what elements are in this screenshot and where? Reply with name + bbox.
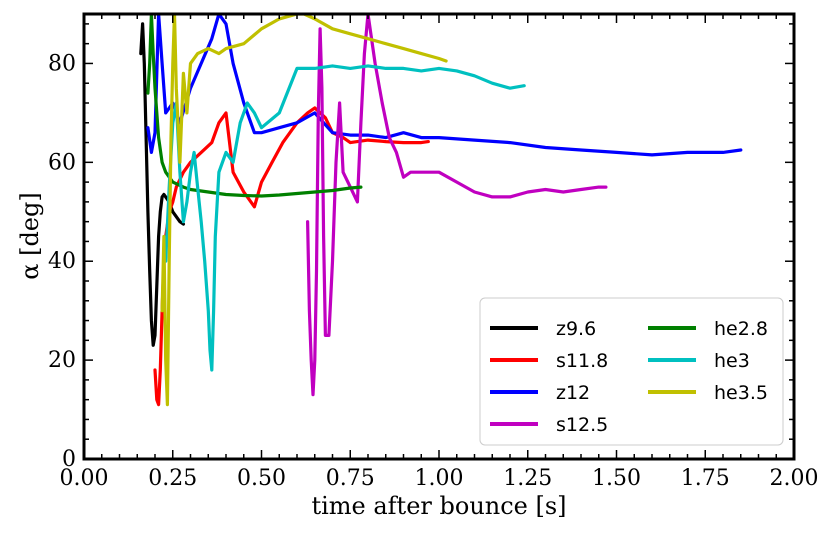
legend-label-z12: z12 [556, 382, 590, 404]
y-axis-label: α [deg] [16, 192, 44, 280]
legend-label-he2.8: he2.8 [714, 318, 768, 340]
y-tick-label: 40 [48, 249, 76, 274]
legend-label-z9.6: z9.6 [556, 318, 596, 340]
x-tick-label: 2.00 [770, 466, 819, 491]
y-tick-label: 0 [62, 447, 76, 472]
tick-labels-layer: 0.00 0.25 0.50 0.75 1.00 1.25 1.50 1.75 2.00 0 20 4… [48, 51, 818, 491]
series-line-he3.5 [160, 14, 448, 407]
legend-frame [479, 297, 784, 446]
y-tick-label: 20 [48, 348, 76, 373]
x-tick-label: 0.50 [237, 466, 286, 491]
x-tick-label: 0.25 [148, 466, 197, 491]
series-line-z9.6 [139, 22, 185, 347]
y-tick-label: 80 [48, 51, 76, 76]
legend-label-s12.5: s12.5 [556, 414, 608, 436]
x-axis-label: time after bounce [s] [311, 492, 566, 520]
legend-label-s11.8: s11.8 [556, 350, 608, 372]
x-tick-label: 0.00 [60, 466, 109, 491]
series-layer [139, 14, 743, 407]
legend-label-he3: he3 [714, 350, 750, 372]
y-tick-label: 60 [48, 150, 76, 175]
x-tick-label: 1.00 [415, 466, 464, 491]
series-line-he3 [164, 64, 526, 372]
x-tick-label: 1.25 [503, 466, 552, 491]
series-line-s12.5 [306, 14, 608, 397]
x-tick-label: 1.50 [592, 466, 641, 491]
x-tick-label: 1.75 [681, 466, 730, 491]
x-tick-label: 0.75 [326, 466, 375, 491]
legend-label-he3.5: he3.5 [714, 382, 768, 404]
series-line-s11.8 [153, 106, 430, 407]
series-line-he2.8 [146, 14, 363, 198]
legend: z9.6 s11.8 z12 s12.5 he2.8 he3 he3.5 [479, 297, 784, 446]
ticks-layer [83, 14, 795, 460]
